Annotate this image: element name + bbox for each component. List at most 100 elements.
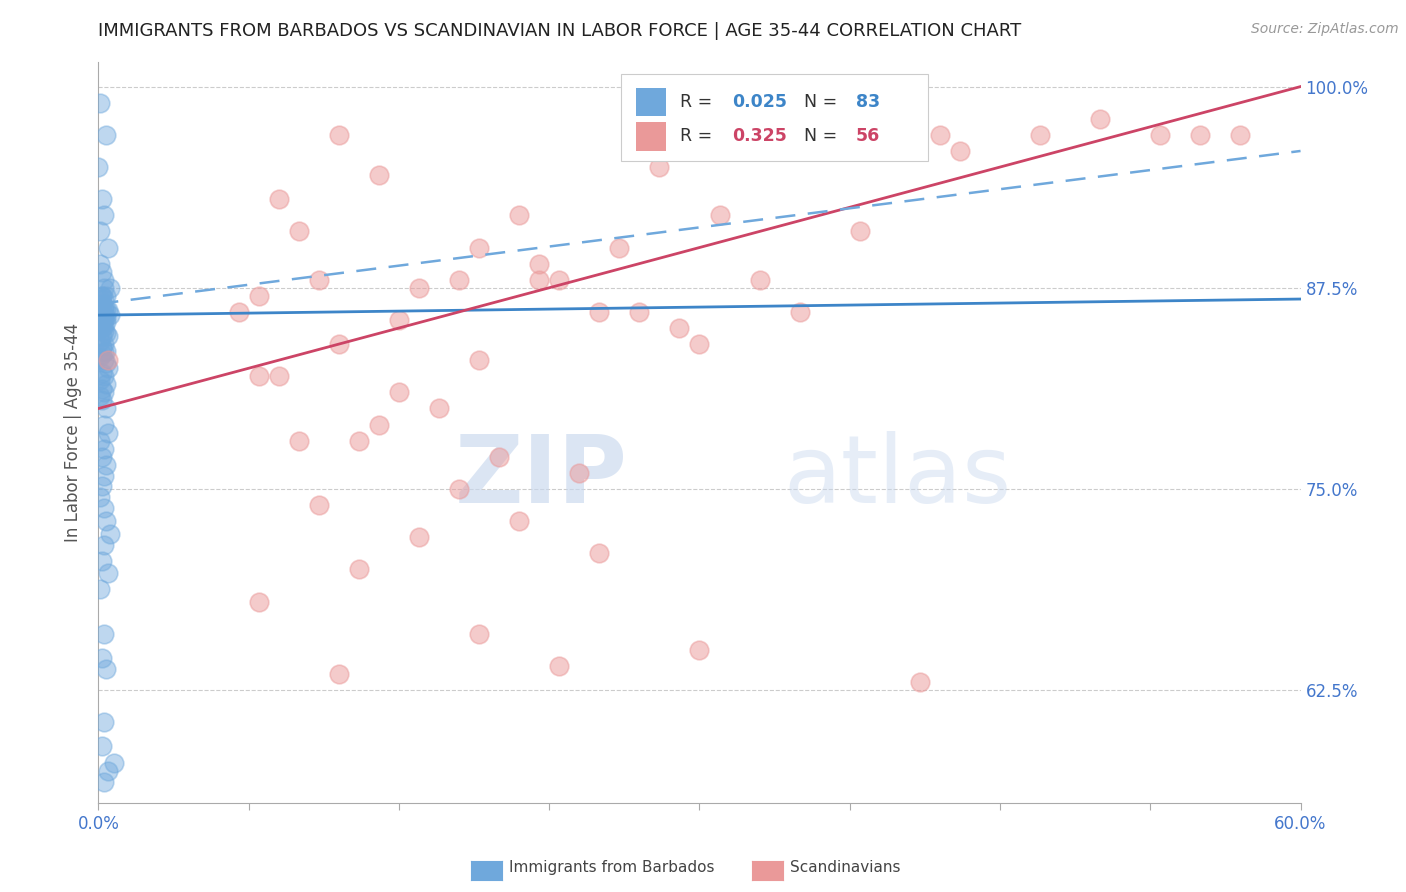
Point <box>91 289 114 303</box>
Point <box>388 385 411 400</box>
Point <box>91 651 114 665</box>
Point <box>97 425 120 440</box>
Point <box>93 311 115 326</box>
Point <box>91 192 114 206</box>
Point <box>308 498 330 512</box>
Point <box>89 334 111 348</box>
Point <box>93 353 115 368</box>
Text: Scandinavians: Scandinavians <box>790 860 901 874</box>
Point <box>1229 128 1251 142</box>
Point <box>93 345 115 359</box>
Point <box>93 369 115 384</box>
Point <box>91 366 114 380</box>
Point <box>1189 128 1212 142</box>
Point <box>89 257 111 271</box>
Point <box>247 594 270 608</box>
Point <box>93 324 115 338</box>
Point <box>548 273 571 287</box>
Point <box>89 372 111 386</box>
Point <box>508 514 530 528</box>
Text: N =: N = <box>804 128 842 145</box>
Point <box>91 265 114 279</box>
Point <box>96 356 118 370</box>
Point <box>97 566 120 580</box>
Point <box>748 273 770 287</box>
Point <box>267 192 290 206</box>
Text: atlas: atlas <box>783 431 1012 523</box>
Point <box>91 340 114 354</box>
Point <box>93 301 115 316</box>
Point <box>96 377 118 392</box>
Point <box>849 224 872 238</box>
Point <box>89 582 111 596</box>
Point <box>96 301 118 316</box>
Point <box>91 321 114 335</box>
Point <box>93 281 115 295</box>
Text: Source: ZipAtlas.com: Source: ZipAtlas.com <box>1251 22 1399 37</box>
Point <box>96 310 118 324</box>
Point <box>908 675 931 690</box>
Point <box>87 160 110 174</box>
Y-axis label: In Labor Force | Age 35-44: In Labor Force | Age 35-44 <box>65 323 83 542</box>
Point <box>89 350 111 364</box>
Point <box>288 434 311 448</box>
Point <box>93 775 115 789</box>
Point <box>668 321 690 335</box>
Point <box>89 95 111 110</box>
Point <box>789 305 811 319</box>
Point <box>91 316 114 330</box>
Point <box>100 308 122 322</box>
Point <box>93 337 115 351</box>
Point <box>568 466 591 480</box>
Point <box>91 382 114 396</box>
Point <box>96 514 118 528</box>
Point <box>89 308 111 322</box>
Point <box>97 329 120 343</box>
Point <box>97 764 120 778</box>
Point <box>93 292 115 306</box>
Point <box>93 442 115 456</box>
Point <box>96 662 118 676</box>
Point <box>328 337 350 351</box>
Point <box>96 458 118 472</box>
Point <box>91 347 114 361</box>
Text: R =: R = <box>681 128 718 145</box>
Point <box>97 303 120 318</box>
Point <box>929 128 952 142</box>
Point <box>89 318 111 332</box>
Point <box>609 240 631 254</box>
Point <box>96 343 118 358</box>
Point <box>93 627 115 641</box>
Point <box>93 538 115 552</box>
Point <box>548 659 571 673</box>
Point <box>368 417 391 432</box>
Point <box>89 434 111 448</box>
Point <box>1149 128 1171 142</box>
Point <box>89 490 111 504</box>
Point <box>91 313 114 327</box>
Point <box>1029 128 1052 142</box>
Point <box>648 160 671 174</box>
Point <box>468 353 491 368</box>
Point <box>488 450 510 464</box>
Point <box>100 281 122 295</box>
Point <box>628 305 651 319</box>
Text: 0.025: 0.025 <box>733 93 787 111</box>
Point <box>100 527 122 541</box>
Point <box>96 326 118 340</box>
Point <box>447 273 470 287</box>
Point <box>588 546 610 560</box>
Point <box>97 361 120 376</box>
Text: R =: R = <box>681 93 718 111</box>
Point <box>91 305 114 319</box>
Point <box>247 369 270 384</box>
Point <box>288 224 311 238</box>
Point <box>89 224 111 238</box>
Point <box>89 389 111 403</box>
Point <box>689 337 711 351</box>
Text: 56: 56 <box>856 128 880 145</box>
Point <box>96 289 118 303</box>
Point <box>328 128 350 142</box>
Point <box>91 739 114 754</box>
Point <box>447 482 470 496</box>
